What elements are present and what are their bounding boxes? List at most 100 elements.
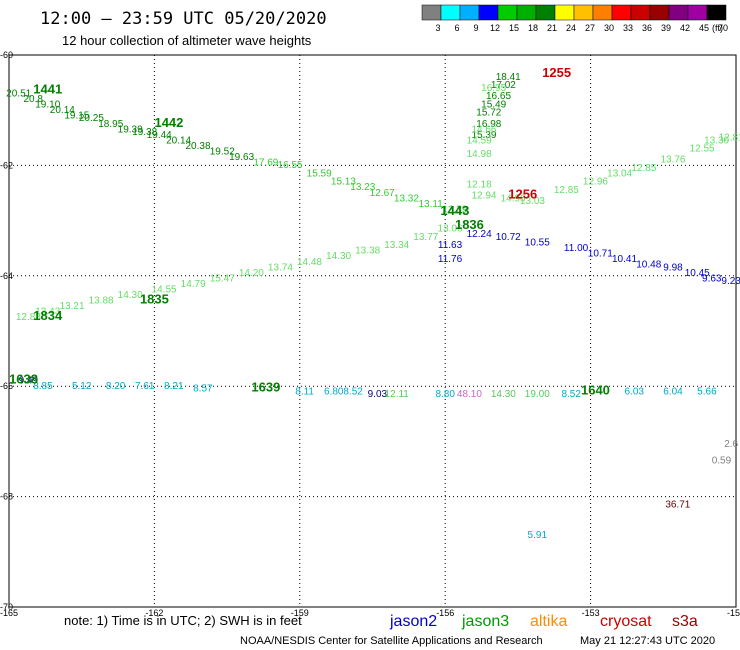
- data-point-label: 13.23: [350, 182, 375, 193]
- data-point-label: 18.95: [98, 119, 123, 130]
- data-point-label: 17.02: [491, 80, 516, 91]
- data-point-label: 19.00: [525, 389, 550, 400]
- legend-swatch: [516, 4, 537, 21]
- legend-label: 39: [661, 23, 671, 33]
- legend-label: 9: [473, 23, 478, 33]
- data-point-label: 9.23: [721, 276, 740, 287]
- data-point-label: 19.15: [64, 110, 89, 121]
- satellite-name: jason2: [389, 613, 437, 630]
- legend-label: 18: [528, 23, 538, 33]
- data-point-label: 20.38: [186, 141, 211, 152]
- data-point-label: 15.39: [471, 130, 496, 141]
- data-point-label: 36.71: [665, 500, 690, 511]
- color-legend: 3 6 9 12 15 18 21 24 27 30 33 36 39 42 45 70: [421, 4, 728, 33]
- data-point-label: 20.14: [50, 105, 75, 116]
- data-point-label: 8.20: [106, 381, 126, 392]
- data-point-label: 14.30: [326, 251, 351, 262]
- satellite-name: s3a: [672, 613, 698, 630]
- satellite-name: cryosat: [600, 613, 652, 630]
- data-point-label: 15.47: [210, 273, 235, 284]
- plot-frame: [8, 54, 737, 608]
- data-point-label: 20.14: [166, 135, 191, 146]
- data-point-label: 14.48: [297, 257, 322, 268]
- y-axis-ticks: -70 -68 -66 -64 -62 -60: [0, 50, 13, 612]
- data-point-label: 48.10: [457, 389, 482, 400]
- data-point-label: 8.57: [193, 384, 213, 395]
- legend-swatch: [573, 4, 594, 21]
- chart-subtitle: 12 hour collection of altimeter wave hei…: [62, 33, 312, 48]
- data-point-label: 18.41: [496, 72, 521, 83]
- legend-swatch: [497, 4, 518, 21]
- data-point-label: 13.04: [607, 168, 632, 179]
- data-point-label: 6.04: [663, 386, 683, 397]
- data-point-label: 13.06: [438, 224, 463, 235]
- data-point-label: 20.25: [79, 113, 104, 124]
- data-point-label: 10.45: [685, 268, 710, 279]
- x-tick-label: -162: [145, 608, 163, 618]
- footer-timestamp: May 21 12:27:43 UTC 2020: [580, 635, 715, 647]
- data-point-label: 12.18: [467, 179, 492, 190]
- legend-label: 45: [699, 23, 709, 33]
- footer-note: note: 1) Time is in UTC; 2) SWH is in fe…: [64, 613, 302, 628]
- pass-time-label: 1255: [542, 65, 571, 80]
- data-point-label: 13.74: [268, 262, 293, 273]
- satellite-legend: jason2 jason3 altika cryosat s3a: [389, 613, 698, 630]
- x-tick-label: -159: [291, 608, 309, 618]
- data-point-label: 10.72: [496, 232, 521, 243]
- data-point-label: 12.11: [385, 389, 410, 400]
- y-tick-label: -70: [0, 602, 13, 612]
- satellite-name: altika: [530, 613, 567, 630]
- data-point-label: 8.52: [561, 389, 581, 400]
- legend-label: 21: [547, 23, 557, 33]
- y-tick-label: -68: [0, 492, 13, 502]
- pass-time-label: 1834: [33, 308, 63, 323]
- legend-unit: (ft): [712, 23, 723, 33]
- footer-credit: NOAA/NESDIS Center for Satellite Applica…: [240, 635, 543, 647]
- legend-swatch: [687, 4, 708, 21]
- data-point-label: 10.48: [636, 260, 661, 271]
- data-point-label: 12.67: [370, 188, 395, 199]
- data-point-label: 5.66: [697, 386, 717, 397]
- data-point-label: 15.72: [476, 108, 501, 119]
- data-point-label: 8.85: [33, 381, 53, 392]
- data-point-label: 8.21: [164, 381, 184, 392]
- data-point-label: 13.88: [89, 295, 114, 306]
- legend-swatch: [440, 4, 461, 21]
- legend-label: 70: [718, 23, 728, 33]
- legend-swatch: [535, 4, 556, 21]
- data-point-label: 12.85: [631, 163, 656, 174]
- data-point-label: 16.95: [481, 83, 506, 94]
- y-tick-label: -64: [0, 271, 13, 281]
- data-point-label: 14.98: [467, 149, 492, 160]
- data-point-label: 20.51: [6, 88, 31, 99]
- legend-label: 30: [604, 23, 614, 33]
- legend-swatch: [706, 4, 727, 21]
- data-point-label: 15.59: [307, 168, 332, 179]
- data-point-label: 10.41: [612, 254, 637, 265]
- pass-time-label: 1638: [9, 371, 38, 386]
- data-point-label: 13.76: [660, 155, 685, 166]
- data-point-label: 13.38: [355, 246, 380, 257]
- legend-swatch: [421, 4, 442, 21]
- data-point-label: 20.8: [23, 94, 43, 105]
- data-point-label: 10.71: [588, 248, 613, 259]
- data-point-label: 13.03: [520, 196, 545, 207]
- data-point-label: 14.59: [467, 135, 492, 146]
- data-point-label: 12.24: [467, 229, 492, 240]
- data-point-label: 14.30: [491, 389, 516, 400]
- data-point-label: 6.03: [624, 386, 644, 397]
- data-point-label: 14.30: [118, 290, 143, 301]
- data-point-label: 12.85: [554, 185, 579, 196]
- chart-title: 12:00 – 23:59 UTC 05/20/2020: [40, 9, 327, 29]
- legend-swatch: [630, 4, 651, 21]
- y-tick-label: -60: [0, 50, 13, 60]
- pass-time-label: 1640: [581, 382, 610, 397]
- data-point-label: 13.30: [704, 135, 729, 146]
- data-point-label: 11.76: [438, 254, 463, 265]
- x-axis-ticks: -165 -162 -159 -156 -153 -150: [0, 608, 740, 618]
- satellite-name: jason3: [461, 613, 509, 630]
- data-point-label: 5.12: [72, 381, 92, 392]
- legend-swatch: [649, 4, 670, 21]
- y-tick-label: -62: [0, 160, 13, 170]
